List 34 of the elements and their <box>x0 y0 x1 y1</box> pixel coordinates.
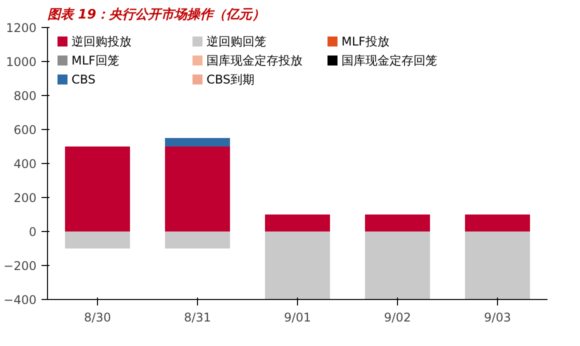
bar <box>365 232 430 300</box>
y-tick-label: 600 <box>14 123 36 137</box>
y-tick-label: −400 <box>4 293 37 307</box>
x-tick-label: 9/03 <box>484 310 511 324</box>
x-tick-label: 8/31 <box>184 310 211 324</box>
bar <box>65 146 130 232</box>
y-tick-label: 800 <box>14 89 36 103</box>
bar <box>165 232 230 248</box>
legend-label: 国库现金定存投放 <box>206 54 302 68</box>
bar <box>265 232 330 300</box>
y-tick-label: −200 <box>4 259 37 273</box>
bar <box>465 232 530 300</box>
y-tick-label: 1200 <box>6 21 37 35</box>
bar <box>265 214 330 232</box>
legend-label: CBS <box>72 72 96 86</box>
legend-label: MLF回笼 <box>72 54 120 68</box>
bar <box>365 214 430 232</box>
x-tick-label: 8/30 <box>84 310 111 324</box>
y-tick-label: 0 <box>28 225 37 239</box>
legend-label: 逆回购投放 <box>72 34 132 48</box>
y-tick-label: 1000 <box>6 55 37 69</box>
x-tick-label: 9/02 <box>384 310 411 324</box>
x-tick-label: 9/01 <box>284 310 311 324</box>
legend-label: 国库现金定存回笼 <box>342 54 438 68</box>
legend-label: CBS到期 <box>206 72 255 86</box>
y-tick-label: 400 <box>14 157 36 171</box>
legend-label: 逆回购回笼 <box>206 34 266 48</box>
bar <box>165 138 230 146</box>
bar <box>165 146 230 232</box>
chart-title: 图表 19：央行公开市场操作（亿元） <box>48 6 266 22</box>
bar <box>65 232 130 248</box>
bar <box>465 214 530 232</box>
y-tick-label: 200 <box>14 191 36 205</box>
legend-label: MLF投放 <box>342 34 390 48</box>
